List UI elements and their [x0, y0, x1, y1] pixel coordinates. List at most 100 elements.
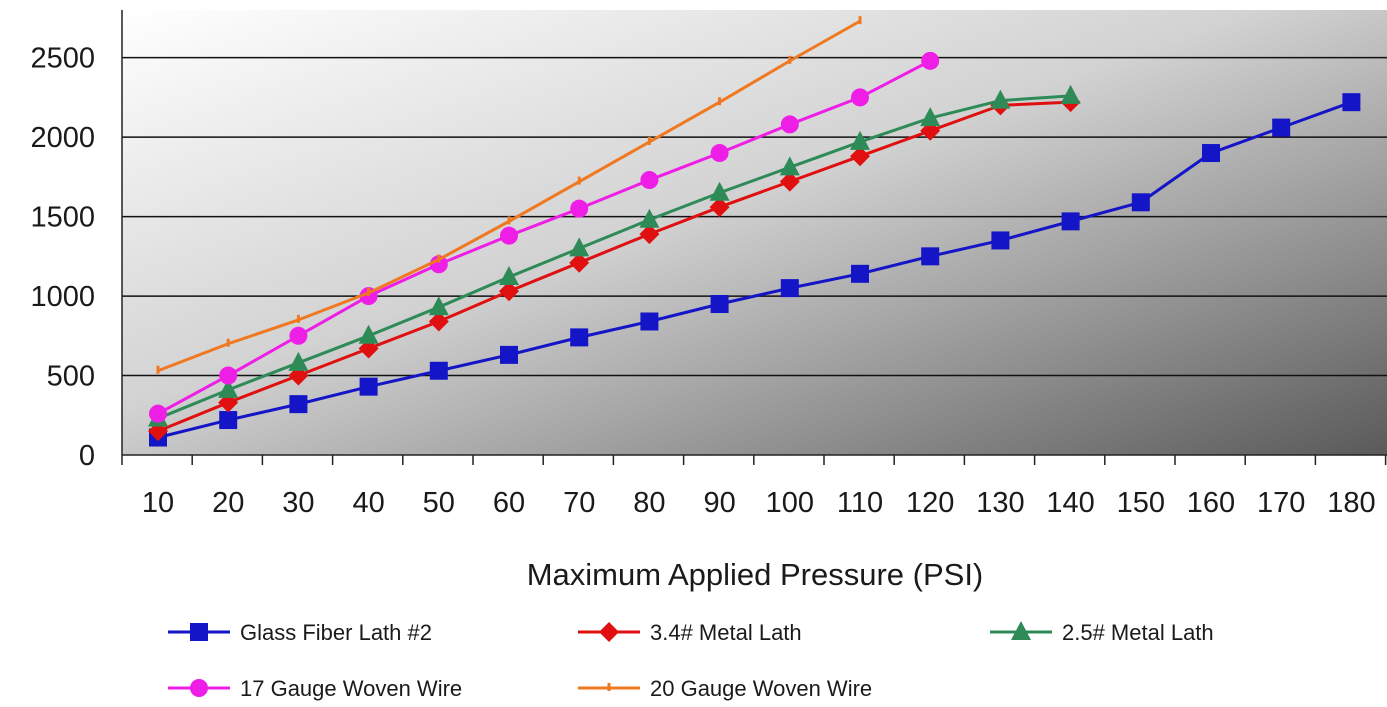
- x-tick-label-90: 90: [703, 487, 735, 519]
- y-tick-label-2500: 2500: [30, 43, 95, 75]
- data-point: [358, 324, 379, 344]
- series-line: [157, 59, 931, 415]
- x-tick-label-20: 20: [212, 487, 244, 519]
- data-point: [218, 378, 239, 398]
- data-point: [850, 130, 870, 150]
- series-line: [157, 94, 1071, 420]
- data-point: [1061, 212, 1080, 231]
- x-tick-label-170: 170: [1257, 487, 1305, 519]
- gridlines: [122, 56, 1387, 377]
- data-point: [851, 88, 869, 107]
- y-tick-label-0: 0: [79, 440, 95, 472]
- data-point: [710, 144, 729, 163]
- data-point: [1060, 84, 1081, 104]
- data-point: [149, 404, 167, 423]
- data-point: [289, 395, 308, 414]
- x-tick-label-130: 130: [976, 487, 1024, 519]
- data-point: [219, 411, 238, 430]
- data-point: [428, 311, 449, 332]
- x-tick-label-80: 80: [633, 487, 665, 519]
- series-17-gauge-woven-wire: [149, 51, 940, 423]
- plot-area: [122, 10, 1387, 455]
- x-tick-label-60: 60: [493, 487, 525, 519]
- legend-item-17-gauge-woven-wire: 17 Gauge Woven Wire: [168, 676, 462, 701]
- data-point: [1131, 193, 1150, 212]
- legend-marker: [190, 623, 208, 641]
- legend-label: 3.4# Metal Lath: [650, 620, 802, 645]
- x-tick-label-150: 150: [1117, 487, 1165, 519]
- data-point: [709, 181, 730, 201]
- data-point: [640, 312, 659, 331]
- data-point: [429, 255, 448, 274]
- x-tick-label-110: 110: [837, 487, 883, 519]
- x-tick-label-70: 70: [563, 487, 595, 519]
- x-tick-label-50: 50: [423, 487, 455, 519]
- data-point: [1272, 118, 1291, 137]
- axes: 0 500 1000 1500 2000 2500 10 20 30 40 50 60 70 80 90 10…: [30, 10, 1387, 519]
- y-tick-label-1000: 1000: [30, 281, 95, 313]
- data-point: [359, 377, 378, 396]
- x-tick-label-140: 140: [1046, 487, 1094, 519]
- x-tick-label-40: 40: [352, 487, 384, 519]
- y-tick-label-500: 500: [47, 361, 95, 393]
- data-point: [851, 264, 869, 283]
- legend-item-2-5-metal-lath: 2.5# Metal Lath: [990, 620, 1214, 645]
- data-point: [288, 351, 309, 371]
- data-point: [499, 281, 519, 302]
- data-point: [920, 120, 941, 141]
- data-point: [499, 266, 519, 285]
- legend-item-3-4-metal-lath: 3.4# Metal Lath: [578, 620, 802, 645]
- data-point: [920, 107, 941, 127]
- legend: Glass Fiber Lath #2 3.4# Metal Lath 2.5# M…: [168, 620, 1214, 701]
- legend-item-glass-fiber-lath-2: Glass Fiber Lath #2: [168, 620, 432, 645]
- data-point: [640, 171, 659, 190]
- x-tick-label-180: 180: [1327, 487, 1375, 519]
- legend-item-20-gauge-woven-wire: 20 Gauge Woven Wire: [578, 676, 872, 701]
- data-point: [500, 345, 518, 364]
- legend-label: Glass Fiber Lath #2: [240, 620, 432, 645]
- x-axis-title: Maximum Applied Pressure (PSI): [527, 557, 984, 592]
- series-line: [157, 100, 1352, 439]
- x-tick-label-120: 120: [906, 487, 954, 519]
- y-tick-label-1500: 1500: [30, 202, 95, 234]
- legend-marker: [190, 679, 208, 697]
- x-tick-label-100: 100: [766, 487, 814, 519]
- data-point: [570, 199, 589, 218]
- data-point: [289, 326, 308, 345]
- data-point: [991, 231, 1010, 250]
- data-point: [779, 156, 800, 176]
- legend-marker: [599, 622, 619, 642]
- data-point: [710, 295, 729, 314]
- y-tick-label-2000: 2000: [30, 122, 95, 154]
- data-point: [1202, 144, 1220, 163]
- x-tick-label-160: 160: [1187, 487, 1235, 519]
- data-point: [429, 361, 448, 380]
- series-line: [157, 100, 1071, 433]
- series-20-gauge-woven-wire: [156, 16, 862, 374]
- legend-marker: [1011, 621, 1031, 640]
- data-point: [850, 146, 870, 167]
- data-point: [570, 328, 589, 347]
- data-point: [569, 252, 590, 273]
- legend-label: 20 Gauge Woven Wire: [650, 676, 872, 701]
- data-point: [1342, 93, 1361, 112]
- legend-label: 17 Gauge Woven Wire: [240, 676, 462, 701]
- data-point: [428, 296, 449, 316]
- data-point: [780, 115, 799, 134]
- data-point: [990, 89, 1011, 109]
- series-glass-fiber-lath-2: [149, 93, 1361, 447]
- data-point: [709, 197, 730, 218]
- x-tick-label-30: 30: [282, 487, 314, 519]
- data-point: [639, 208, 660, 228]
- data-point: [569, 237, 590, 257]
- data-point: [219, 366, 238, 385]
- data-point: [921, 51, 940, 70]
- legend-label: 2.5# Metal Lath: [1062, 620, 1214, 645]
- data-point: [780, 279, 799, 298]
- data-point: [639, 224, 660, 245]
- x-tick-label-10: 10: [142, 487, 174, 519]
- data-point: [921, 247, 940, 266]
- series-lines: [148, 16, 1361, 447]
